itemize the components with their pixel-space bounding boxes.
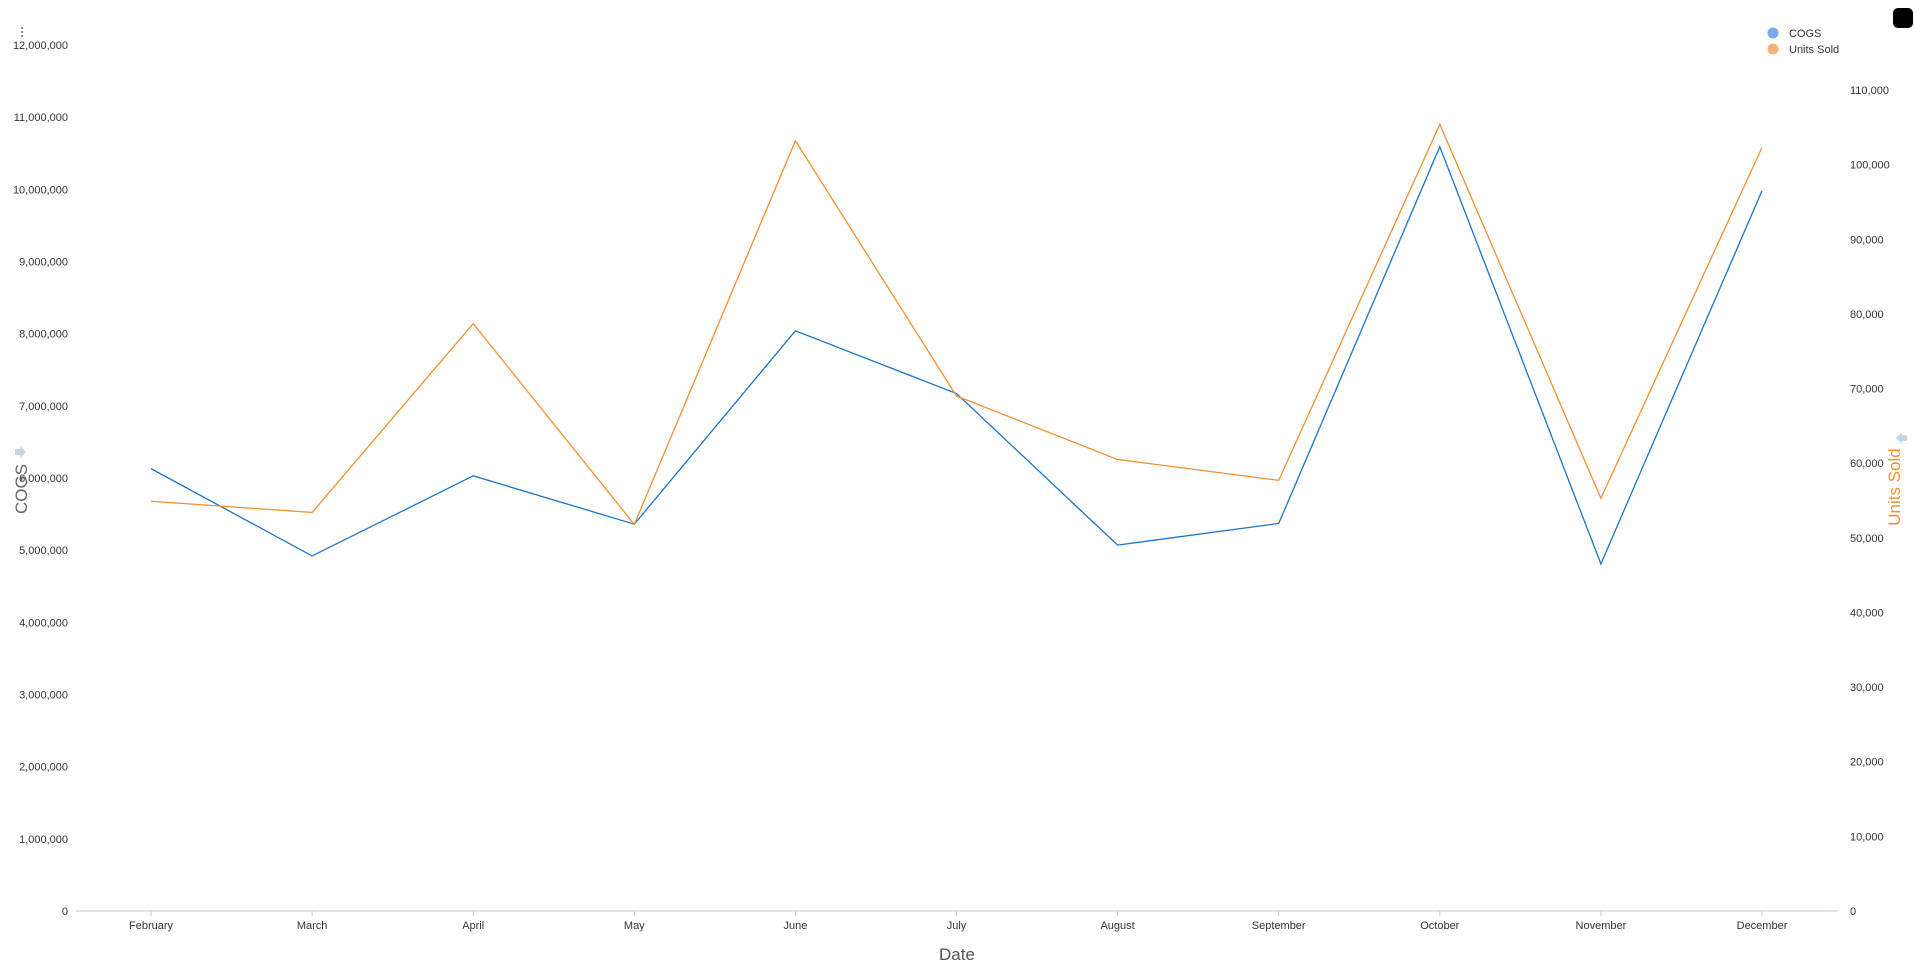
legend-marker[interactable] (1767, 27, 1779, 39)
left-y-tick-label: 3,000,000 (19, 690, 68, 702)
right-y-axis-title: Units Sold (1885, 448, 1904, 525)
x-tick-label: September (1252, 920, 1306, 932)
legend-label: Units Sold (1789, 44, 1839, 56)
right-y-tick-label: 70,000 (1850, 384, 1884, 396)
x-tick-label: December (1737, 920, 1788, 932)
x-tick-label: August (1100, 920, 1134, 932)
series-line-cogs (150, 145, 1763, 566)
right-y-tick-label: 100,000 (1850, 160, 1890, 172)
x-tick-label: June (783, 920, 807, 932)
corner-button[interactable] (1893, 8, 1913, 28)
left-y-tick-label: 9,000,000 (19, 257, 68, 269)
right-y-tick-label: 80,000 (1850, 309, 1884, 321)
x-tick-label: July (947, 920, 967, 932)
arrow-right-icon[interactable] (15, 446, 26, 458)
series-line-units-sold (150, 122, 1763, 526)
left-y-tick-label: 4,000,000 (19, 617, 68, 629)
right-y-tick-label: 30,000 (1850, 682, 1884, 694)
right-y-tick-label: 0 (1850, 906, 1856, 918)
right-y-tick-label: 60,000 (1850, 458, 1884, 470)
left-y-tick-label: 2,000,000 (19, 762, 68, 774)
right-y-tick-label: 110,000 (1850, 85, 1889, 97)
right-y-tick-label: 20,000 (1850, 757, 1884, 769)
x-tick-label: May (624, 920, 645, 932)
kebab-menu-icon[interactable] (19, 27, 25, 41)
legend-marker[interactable] (1767, 43, 1779, 55)
left-y-tick-label: 12,000,000 (13, 40, 68, 52)
right-y-tick-label: 50,000 (1850, 533, 1884, 545)
right-y-tick-label: 90,000 (1850, 234, 1884, 246)
legend-label: COGS (1789, 28, 1821, 40)
left-y-tick-label: 1,000,000 (19, 834, 68, 846)
arrow-left-icon[interactable] (1896, 432, 1907, 444)
left-y-tick-label: 5,000,000 (19, 545, 68, 557)
left-y-tick-label: 6,000,000 (19, 473, 68, 485)
left-y-tick-label: 10,000,000 (13, 184, 68, 196)
x-tick-label: October (1420, 920, 1459, 932)
left-y-tick-label: 0 (62, 906, 68, 918)
x-tick-label: April (462, 920, 484, 932)
left-y-tick-label: 7,000,000 (19, 401, 68, 413)
left-y-axis-title: COGS (12, 464, 31, 514)
right-y-tick-label: 10,000 (1850, 831, 1884, 843)
left-y-tick-label: 8,000,000 (19, 329, 68, 341)
left-y-tick-label: 11,000,000 (14, 112, 68, 124)
x-axis-title: Date (939, 945, 975, 964)
x-tick-label: November (1576, 920, 1627, 932)
right-y-tick-label: 40,000 (1850, 607, 1884, 619)
x-tick-label: March (297, 920, 328, 932)
x-tick-label: February (129, 920, 174, 932)
